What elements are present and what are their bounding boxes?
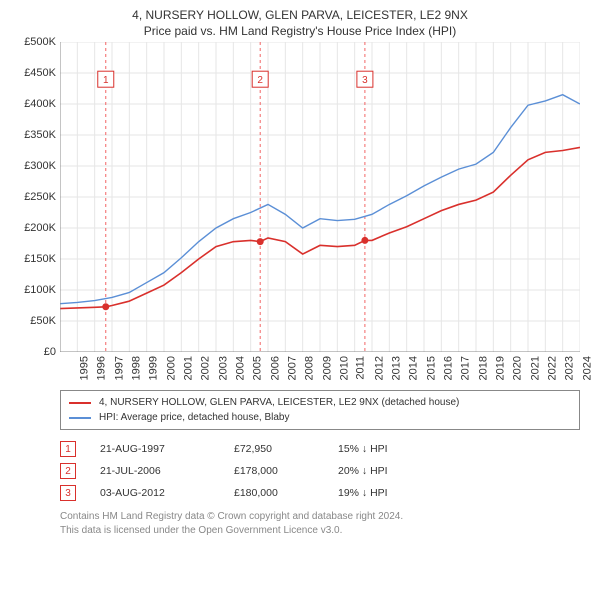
chart-titles: 4, NURSERY HOLLOW, GLEN PARVA, LEICESTER… (10, 8, 590, 38)
x-tick-label: 2022 (546, 356, 558, 380)
attribution: Contains HM Land Registry data © Crown c… (60, 510, 580, 537)
y-tick-label: £300K (24, 160, 56, 172)
y-tick-label: £350K (24, 129, 56, 141)
event-number-box: 3 (60, 485, 76, 501)
chart-svg: 1 2 3 (60, 42, 580, 352)
x-tick-label: 2016 (442, 356, 454, 380)
svg-text:3: 3 (362, 75, 368, 86)
attribution-line-2: This data is licensed under the Open Gov… (60, 524, 580, 538)
y-tick-label: £150K (24, 253, 56, 265)
legend-swatch-hpi (69, 417, 91, 419)
x-tick-label: 2006 (269, 356, 281, 380)
x-tick-label: 2000 (165, 356, 177, 380)
y-tick-label: £200K (24, 222, 56, 234)
event-diff: 20% ↓ HPI (338, 465, 438, 477)
x-tick-label: 2005 (252, 356, 264, 380)
x-tick-label: 1999 (148, 356, 160, 380)
x-tick-label: 2007 (286, 356, 298, 380)
y-tick-label: £250K (24, 191, 56, 203)
event-price: £178,000 (234, 465, 314, 477)
event-date: 21-AUG-1997 (100, 443, 210, 455)
x-tick-label: 2003 (217, 356, 229, 380)
legend-swatch-property (69, 402, 91, 404)
x-tick-label: 2001 (182, 356, 194, 380)
legend: 4, NURSERY HOLLOW, GLEN PARVA, LEICESTER… (60, 390, 580, 430)
event-number-box: 1 (60, 441, 76, 457)
svg-text:2: 2 (257, 75, 263, 86)
event-diff: 19% ↓ HPI (338, 487, 438, 499)
legend-row-property: 4, NURSERY HOLLOW, GLEN PARVA, LEICESTER… (69, 395, 571, 410)
x-tick-label: 2012 (373, 356, 385, 380)
attribution-line-1: Contains HM Land Registry data © Crown c… (60, 510, 580, 524)
x-tick-label: 2009 (321, 356, 333, 380)
x-tick-label: 2004 (234, 356, 246, 380)
chart-title-1: 4, NURSERY HOLLOW, GLEN PARVA, LEICESTER… (10, 8, 590, 22)
x-tick-label: 2015 (425, 356, 437, 380)
event-price: £180,000 (234, 487, 314, 499)
x-tick-label: 2017 (460, 356, 472, 380)
x-tick-label: 2008 (304, 356, 316, 380)
event-date: 03-AUG-2012 (100, 487, 210, 499)
x-tick-label: 1995 (78, 356, 90, 380)
event-number-box: 2 (60, 463, 76, 479)
x-tick-label: 1996 (96, 356, 108, 380)
x-tick-label: 2011 (355, 356, 367, 380)
x-tick-label: 2013 (390, 356, 402, 380)
x-tick-label: 2024 (581, 356, 593, 380)
x-tick-label: 2002 (200, 356, 212, 380)
chart-title-2: Price paid vs. HM Land Registry's House … (10, 24, 590, 38)
event-row: 2 21-JUL-2006 £178,000 20% ↓ HPI (60, 460, 580, 482)
event-price: £72,950 (234, 443, 314, 455)
x-tick-label: 2021 (529, 356, 541, 380)
legend-row-hpi: HPI: Average price, detached house, Blab… (69, 410, 571, 425)
y-tick-label: £100K (24, 284, 56, 296)
event-table: 1 21-AUG-1997 £72,950 15% ↓ HPI 2 21-JUL-2006… (60, 438, 580, 504)
x-tick-label: 2019 (494, 356, 506, 380)
event-row: 1 21-AUG-1997 £72,950 15% ↓ HPI (60, 438, 580, 460)
price-chart: 123£0£50K£100K£150K£200K£250K£300K£350K£… (60, 42, 580, 352)
event-row: 3 03-AUG-2012 £180,000 19% ↓ HPI (60, 482, 580, 504)
x-tick-label: 2023 (564, 356, 576, 380)
x-tick-label: 1998 (130, 356, 142, 380)
y-tick-label: £450K (24, 67, 56, 79)
legend-label-property: 4, NURSERY HOLLOW, GLEN PARVA, LEICESTER… (99, 395, 459, 410)
x-tick-label: 1997 (113, 356, 125, 380)
x-tick-label: 2020 (512, 356, 524, 380)
legend-label-hpi: HPI: Average price, detached house, Blab… (99, 410, 290, 425)
x-tick-label: 2018 (477, 356, 489, 380)
event-diff: 15% ↓ HPI (338, 443, 438, 455)
y-tick-label: £50K (30, 315, 56, 327)
x-tick-label: 2014 (408, 356, 420, 380)
y-tick-label: £500K (24, 36, 56, 48)
y-tick-label: £0 (44, 346, 56, 358)
svg-text:1: 1 (103, 75, 109, 86)
y-tick-label: £400K (24, 98, 56, 110)
x-tick-label: 2010 (338, 356, 350, 380)
event-date: 21-JUL-2006 (100, 465, 210, 477)
